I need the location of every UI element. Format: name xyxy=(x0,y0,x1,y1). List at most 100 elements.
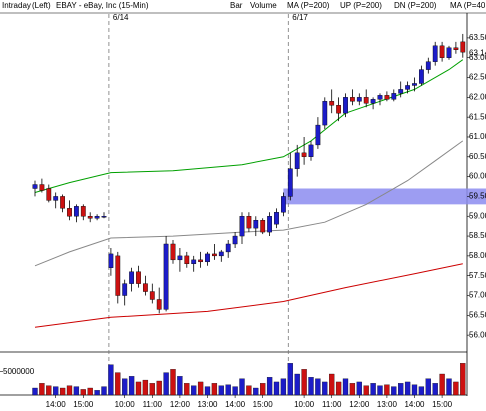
volume-bar xyxy=(342,378,349,396)
volume-bar xyxy=(273,381,280,396)
candle-body xyxy=(274,212,279,225)
volume-bar xyxy=(184,383,190,396)
volume-bar xyxy=(425,378,431,396)
candle-body xyxy=(329,101,335,106)
volume-bar xyxy=(211,383,218,396)
volume-bar xyxy=(411,384,418,396)
y-tick-label: 62.00 xyxy=(469,92,486,101)
candle-body xyxy=(363,97,369,104)
candle-body xyxy=(253,220,259,229)
candle-body xyxy=(184,255,190,265)
candle-body xyxy=(170,243,176,261)
candle-body xyxy=(398,89,404,94)
volume-bar xyxy=(404,381,411,396)
volume-bar xyxy=(377,385,383,396)
volume-bar xyxy=(80,389,86,396)
candle-body xyxy=(39,184,45,191)
highlight-band xyxy=(283,188,486,205)
volume-bar xyxy=(191,385,197,396)
volume-bar xyxy=(294,373,300,396)
legend-volume: Volume xyxy=(250,1,277,10)
day-label: 6/14 xyxy=(113,13,129,22)
x-tick-label: 11:00 xyxy=(143,400,163,409)
candle-body xyxy=(46,188,52,201)
volume-bar xyxy=(260,383,266,396)
volume-bar xyxy=(66,385,73,396)
y-tick-label: 61.50 xyxy=(469,112,486,121)
candle-body xyxy=(225,243,231,253)
ma-line xyxy=(34,140,464,267)
candle-body xyxy=(419,69,424,84)
volume-bar xyxy=(418,386,425,396)
volume-bar xyxy=(46,385,52,396)
volume-bar xyxy=(349,383,356,396)
candle-body xyxy=(198,259,203,263)
candle-body xyxy=(129,271,134,284)
volume-bar xyxy=(73,386,80,396)
y-tick-label: 56.50 xyxy=(469,310,486,319)
candle-body xyxy=(281,196,286,213)
volume-bar xyxy=(197,381,204,396)
volume-bar xyxy=(391,386,397,396)
volume-bar xyxy=(59,387,66,396)
volume-bar xyxy=(87,387,93,396)
candle-body xyxy=(412,83,417,86)
y-tick-label: 57.00 xyxy=(469,291,486,300)
y-tick-label: 60.50 xyxy=(469,152,486,161)
volume-bar xyxy=(432,383,438,396)
volume-bar xyxy=(170,369,176,396)
x-tick-label: 13:00 xyxy=(377,400,398,409)
y-tick-label: 57.50 xyxy=(469,271,486,280)
volume-bar xyxy=(287,363,293,396)
candle-body xyxy=(370,99,376,104)
volume-bar xyxy=(246,385,252,396)
x-tick-label: 14:00 xyxy=(46,400,67,409)
candle-body xyxy=(322,101,328,126)
volume-bar xyxy=(163,372,169,396)
volume-bar xyxy=(253,387,259,396)
volume-tick-label: 5000000 xyxy=(3,367,35,376)
candle-body xyxy=(356,97,362,102)
candle-body xyxy=(343,97,348,114)
candle-body xyxy=(205,253,210,263)
candle-body xyxy=(122,283,128,296)
candle-body xyxy=(308,144,314,157)
x-tick-label: 14:00 xyxy=(225,400,246,409)
legend-entry: UP (P=200) xyxy=(340,1,382,10)
volume-bar xyxy=(108,364,114,396)
candle-body xyxy=(218,251,224,257)
volume-bar xyxy=(204,386,211,396)
candle-body xyxy=(377,95,383,100)
candle-body xyxy=(149,291,155,300)
volume-bar xyxy=(177,376,183,396)
volume-bar xyxy=(335,381,342,396)
y-tick-label: 63.50 xyxy=(469,33,486,42)
volume-bar xyxy=(156,380,162,396)
candle-body xyxy=(101,216,107,218)
volume-bar xyxy=(446,378,452,396)
volume-bar xyxy=(322,381,328,396)
legend-bar: Bar xyxy=(230,1,243,10)
candle-body xyxy=(301,152,307,157)
candle-body xyxy=(94,216,100,219)
candle-body xyxy=(446,47,452,58)
candle-body xyxy=(108,253,114,268)
candle-body xyxy=(260,220,266,233)
candle-body xyxy=(156,299,162,310)
candle-body xyxy=(336,105,341,114)
volume-bar xyxy=(94,390,100,396)
x-tick-label: 14:00 xyxy=(404,400,425,409)
volume-bar xyxy=(356,381,362,396)
candle-body xyxy=(87,216,93,219)
candle-body xyxy=(163,243,169,310)
candle-body xyxy=(60,196,66,209)
candle-body xyxy=(32,184,38,189)
x-tick-label: 10:00 xyxy=(294,400,315,409)
candle-body xyxy=(73,206,79,217)
y-tick-label: 59.50 xyxy=(469,192,486,201)
period: Intraday xyxy=(2,1,31,10)
volume-bar xyxy=(308,377,314,396)
x-tick-label: 13:00 xyxy=(197,400,218,409)
volume-bar xyxy=(315,378,321,396)
volume-bar xyxy=(266,377,273,396)
